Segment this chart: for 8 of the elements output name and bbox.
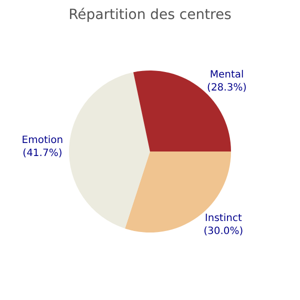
pie-slice [69, 72, 150, 229]
slice-label: Instinct [204, 212, 242, 224]
chart-title: Répartition des centres [68, 6, 232, 23]
slice-label: Mental [210, 69, 244, 80]
slice-label: Emotion [22, 135, 64, 146]
data-label: (28.3%) [207, 82, 247, 94]
data-label: (41.7%) [22, 148, 62, 160]
data-label: (30.0%) [204, 226, 244, 237]
